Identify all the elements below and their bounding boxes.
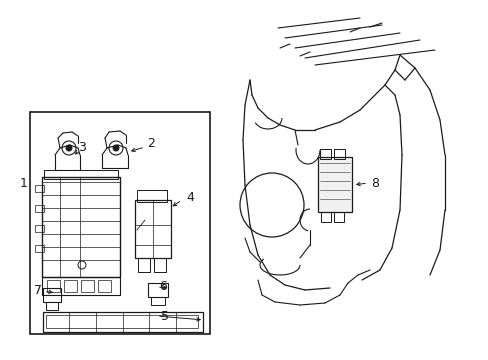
Bar	[320, 212, 330, 222]
Text: 8: 8	[370, 176, 378, 189]
Bar	[333, 212, 343, 222]
Circle shape	[66, 145, 72, 151]
Bar	[43, 288, 61, 302]
Bar	[35, 185, 44, 192]
Bar	[98, 280, 111, 292]
Bar	[81, 280, 94, 292]
Text: 5: 5	[161, 310, 169, 323]
Text: 1: 1	[20, 176, 28, 189]
Bar	[42, 177, 120, 277]
Bar	[148, 283, 168, 297]
Bar	[135, 200, 171, 258]
Bar	[42, 277, 120, 295]
Bar	[333, 149, 345, 159]
Bar	[35, 225, 44, 232]
Text: 2: 2	[147, 136, 155, 149]
Bar	[317, 157, 351, 212]
Text: 4: 4	[185, 190, 194, 203]
Bar	[30, 112, 209, 334]
Bar	[319, 149, 330, 159]
Text: 3: 3	[78, 140, 86, 153]
Bar	[46, 315, 198, 328]
Bar	[44, 170, 118, 179]
Bar	[35, 205, 44, 212]
Bar	[43, 312, 203, 332]
Bar	[137, 190, 167, 202]
Text: 6: 6	[159, 280, 166, 293]
Bar	[64, 280, 77, 292]
Bar	[35, 245, 44, 252]
Text: 7: 7	[34, 284, 42, 297]
Bar	[138, 258, 150, 272]
Bar	[47, 280, 60, 292]
Bar	[151, 297, 164, 305]
Bar	[154, 258, 165, 272]
Circle shape	[113, 145, 119, 151]
Bar	[46, 302, 58, 310]
